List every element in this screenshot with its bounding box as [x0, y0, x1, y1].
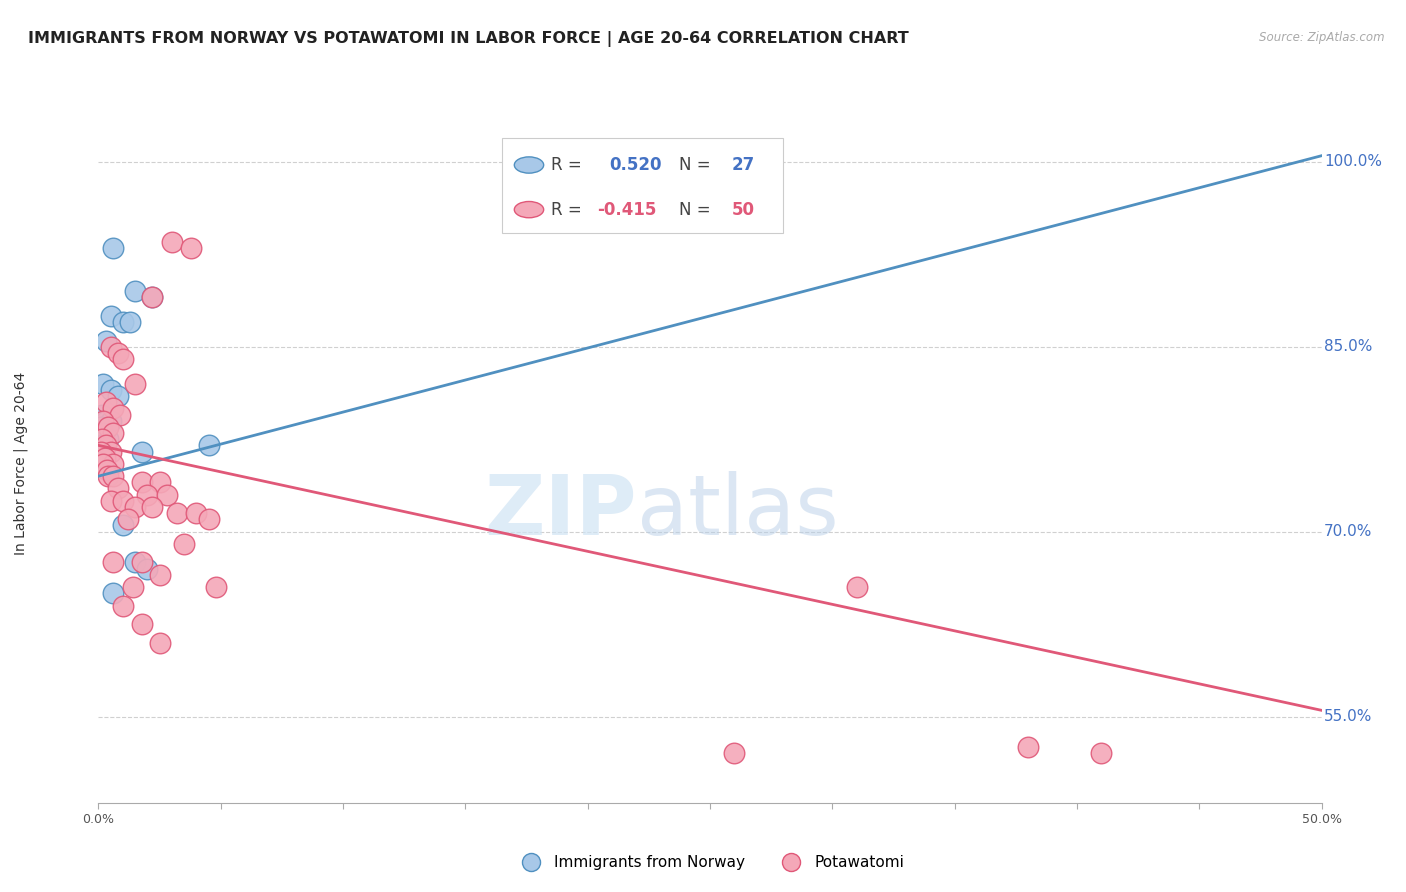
Point [117, 512, 139, 526]
Point [107, 389, 129, 403]
Point [91, 408, 114, 422]
Point [91, 425, 114, 440]
Point [100, 309, 122, 323]
Point [91, 414, 114, 428]
Point [101, 469, 124, 483]
Text: 100.0%: 100.0% [1324, 154, 1382, 169]
Text: 55.0%: 55.0% [1324, 709, 1372, 724]
Point [141, 500, 163, 514]
Point [124, 376, 146, 391]
Point [91, 376, 114, 391]
Point [111, 518, 134, 533]
Point [131, 556, 153, 570]
Point [160, 235, 183, 249]
Point [1017, 740, 1039, 755]
Point [111, 315, 134, 329]
Point [91, 432, 114, 446]
Point [111, 493, 134, 508]
Text: 70.0%: 70.0% [1324, 524, 1372, 539]
Point [186, 506, 208, 520]
Point [110, 408, 132, 422]
Point [141, 290, 163, 304]
Text: 0.520: 0.520 [610, 156, 662, 174]
Point [197, 512, 219, 526]
Text: In Labor Force | Age 20-64: In Labor Force | Age 20-64 [14, 372, 28, 556]
Point [180, 241, 202, 255]
Point [100, 444, 122, 458]
Point [90, 444, 112, 458]
Point [96, 463, 118, 477]
Point [124, 500, 146, 514]
Point [156, 488, 179, 502]
Point [100, 414, 122, 428]
Point [91, 450, 114, 465]
Text: -0.415: -0.415 [598, 201, 657, 219]
Text: atlas: atlas [637, 471, 838, 552]
Circle shape [515, 157, 544, 173]
Point [136, 488, 159, 502]
Point [149, 567, 172, 582]
Point [97, 469, 120, 483]
Point [100, 383, 122, 397]
Text: N =: N = [679, 201, 716, 219]
FancyBboxPatch shape [502, 138, 783, 234]
Legend: Immigrants from Norway, Potawatomi: Immigrants from Norway, Potawatomi [510, 849, 910, 877]
Point [121, 580, 143, 594]
Point [107, 346, 129, 360]
Point [93, 441, 115, 455]
Point [101, 425, 124, 440]
Point [205, 580, 228, 594]
Text: IMMIGRANTS FROM NORWAY VS POTAWATOMI IN LABOR FORCE | AGE 20-64 CORRELATION CHAR: IMMIGRANTS FROM NORWAY VS POTAWATOMI IN … [28, 31, 908, 47]
Point [100, 493, 122, 508]
Text: 27: 27 [733, 156, 755, 174]
Point [197, 438, 219, 452]
Point [101, 241, 124, 255]
Text: 85.0%: 85.0% [1324, 339, 1372, 354]
Point [124, 556, 146, 570]
Point [100, 340, 122, 354]
Point [141, 290, 163, 304]
Point [94, 414, 117, 428]
Point [1090, 747, 1112, 761]
Point [131, 444, 153, 458]
Text: R =: R = [551, 201, 588, 219]
Text: N =: N = [679, 156, 716, 174]
Point [845, 580, 868, 594]
Point [124, 285, 146, 299]
Point [120, 315, 142, 329]
Point [107, 482, 129, 496]
Point [111, 599, 134, 613]
Point [101, 401, 124, 416]
Point [94, 438, 117, 452]
Circle shape [515, 202, 544, 218]
Point [90, 444, 112, 458]
Point [149, 475, 172, 490]
Point [89, 432, 111, 446]
Point [97, 420, 120, 434]
Point [111, 352, 134, 367]
Point [94, 395, 117, 409]
Point [93, 450, 115, 465]
Point [173, 537, 195, 551]
Point [94, 334, 117, 348]
Text: Source: ZipAtlas.com: Source: ZipAtlas.com [1260, 31, 1385, 45]
Point [149, 635, 172, 649]
Text: R =: R = [551, 156, 588, 174]
Point [136, 561, 159, 575]
Point [131, 617, 153, 632]
Point [91, 457, 114, 471]
Point [91, 438, 114, 452]
Point [166, 506, 188, 520]
Point [101, 457, 124, 471]
Point [90, 420, 112, 434]
Point [101, 556, 124, 570]
Text: ZIP: ZIP [484, 471, 637, 552]
Text: 50: 50 [733, 201, 755, 219]
Point [723, 747, 745, 761]
Point [97, 432, 120, 446]
Point [101, 586, 124, 600]
Point [131, 475, 153, 490]
